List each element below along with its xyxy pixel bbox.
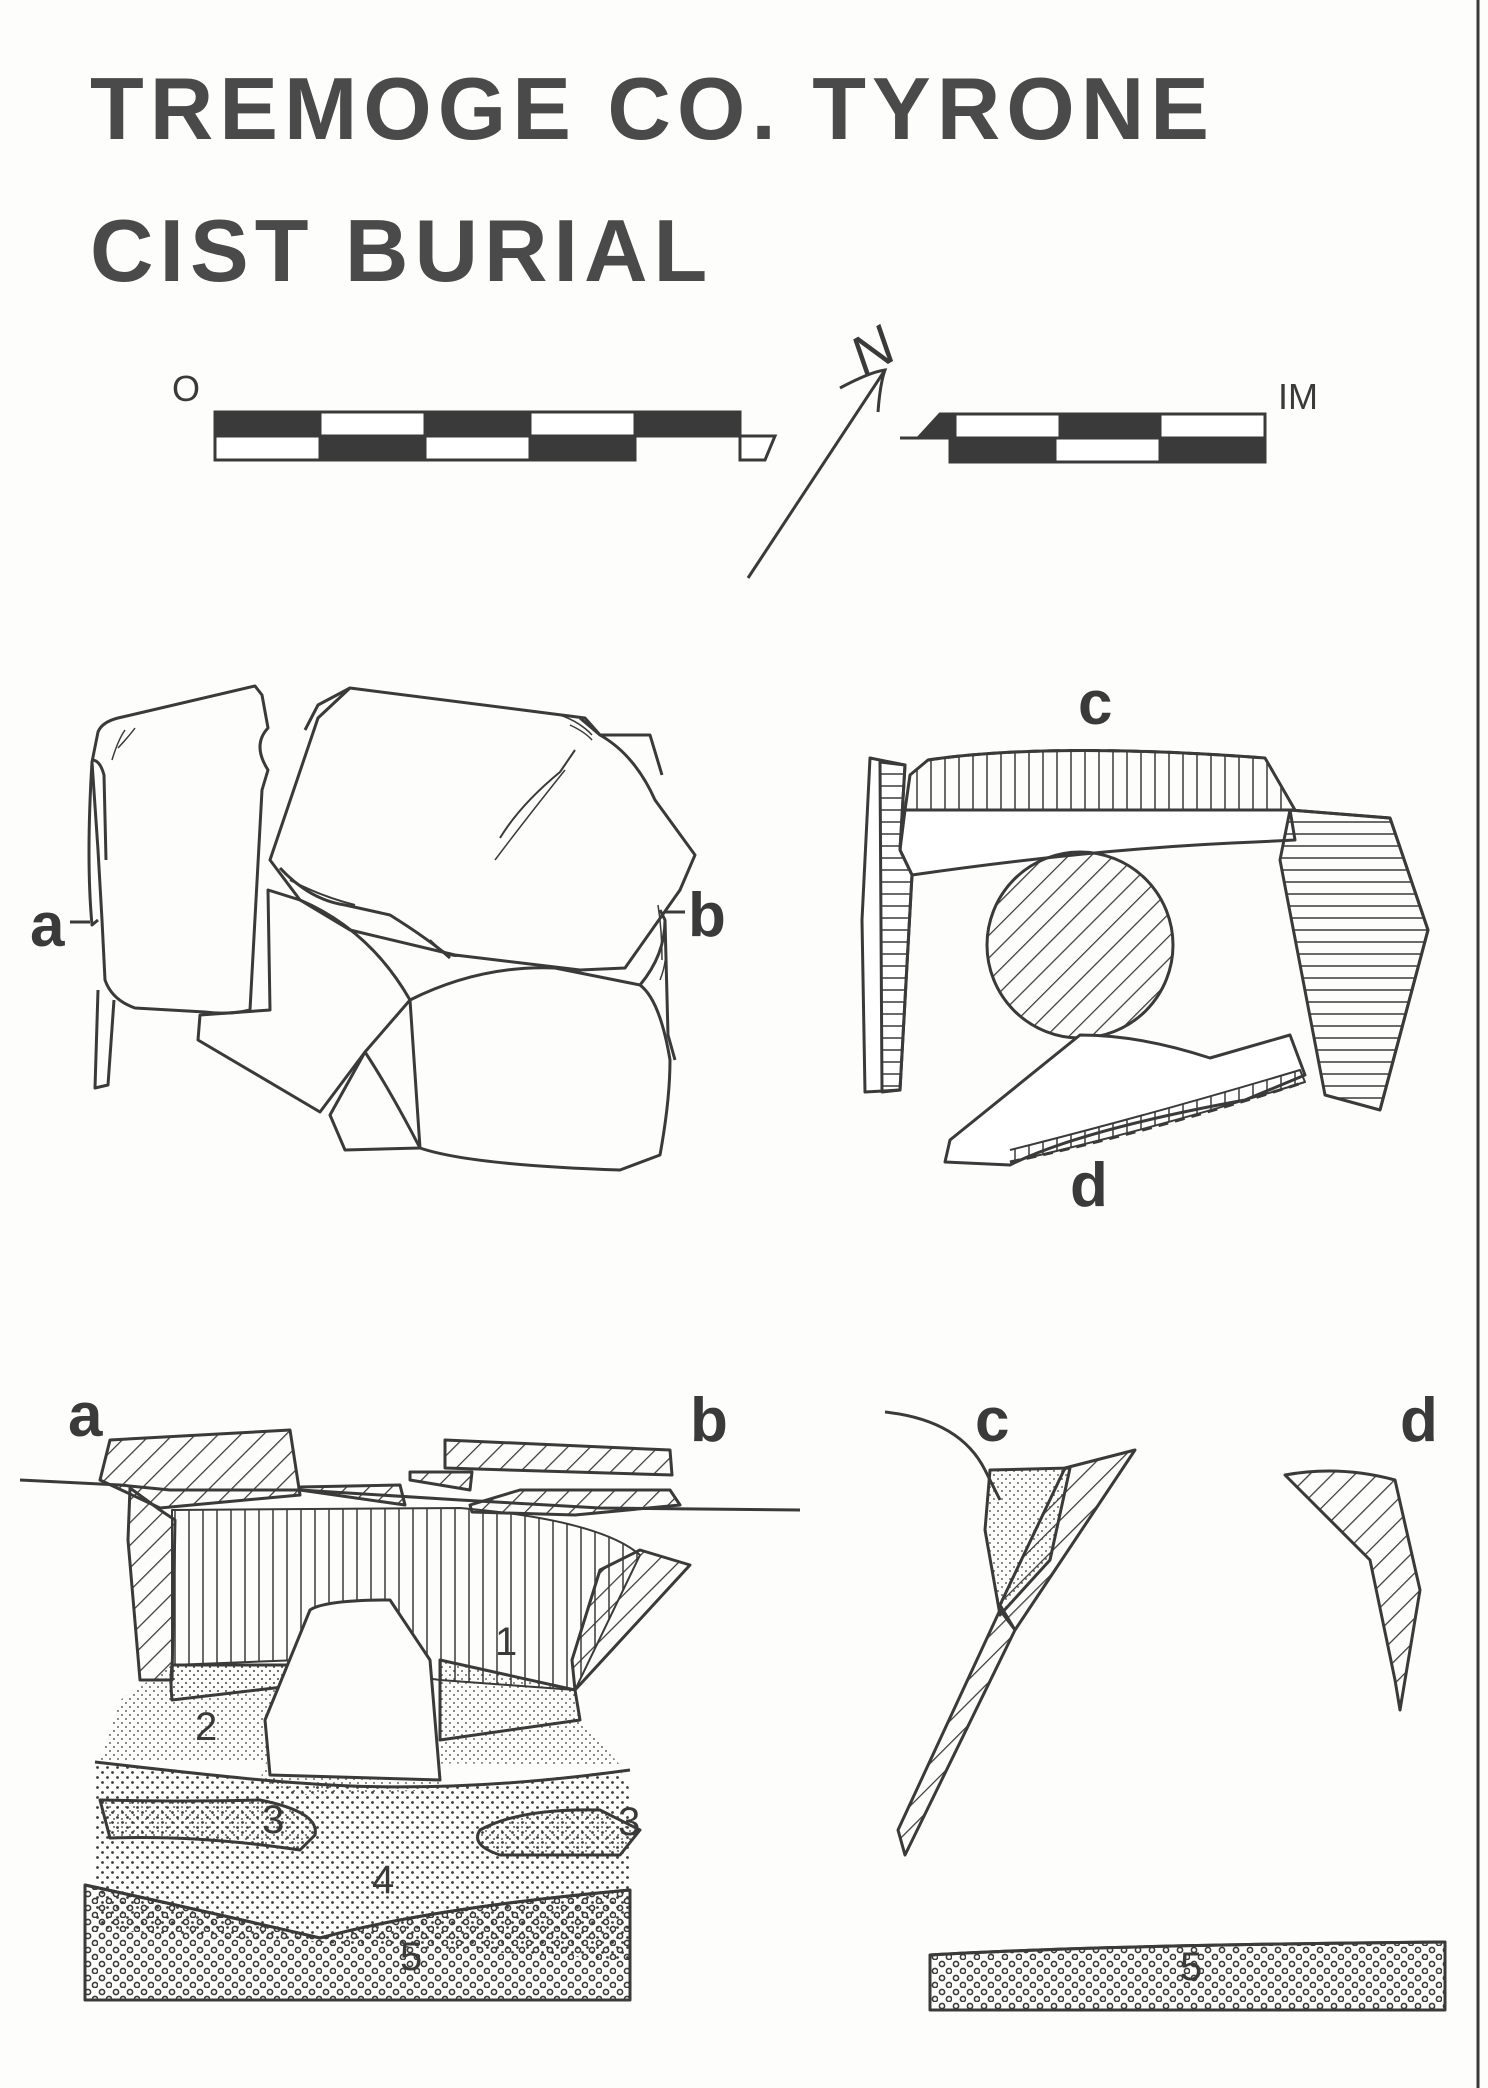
layer-1-label: 1 xyxy=(495,1620,518,1664)
layer-5-label-left: 5 xyxy=(400,1935,423,1979)
title-line-2: CIST BURIAL xyxy=(90,201,714,300)
scale-end-label: IM xyxy=(1278,376,1318,417)
title-line-1: TREMOGE CO. TYRONE xyxy=(90,59,1215,158)
layer-5-label-right: 5 xyxy=(1180,1945,1203,1989)
cist-plan-right xyxy=(860,748,1430,1167)
layer-3-label-right: 3 xyxy=(618,1800,641,1844)
plan-label-c: c xyxy=(1078,669,1113,738)
section-label-c: c xyxy=(975,1386,1010,1455)
section-label-d: d xyxy=(1400,1386,1438,1455)
section-label-a: a xyxy=(68,1381,103,1450)
layer-4-label: 4 xyxy=(372,1858,395,1902)
plan-label-d: d xyxy=(1070,1151,1108,1220)
section-a-b xyxy=(19,1428,801,2002)
scale-start-label: O xyxy=(172,368,201,409)
section-label-b: b xyxy=(690,1386,728,1455)
layer-2-label: 2 xyxy=(195,1705,218,1749)
layer-3-label-left: 3 xyxy=(262,1798,285,1842)
scale-bar xyxy=(213,410,1267,464)
section-c-d xyxy=(884,1410,1447,2012)
plan-label-b: b xyxy=(688,881,726,950)
cist-plan-left xyxy=(70,684,697,1172)
north-arrow-icon xyxy=(746,368,888,579)
plan-label-a: a xyxy=(30,891,65,960)
